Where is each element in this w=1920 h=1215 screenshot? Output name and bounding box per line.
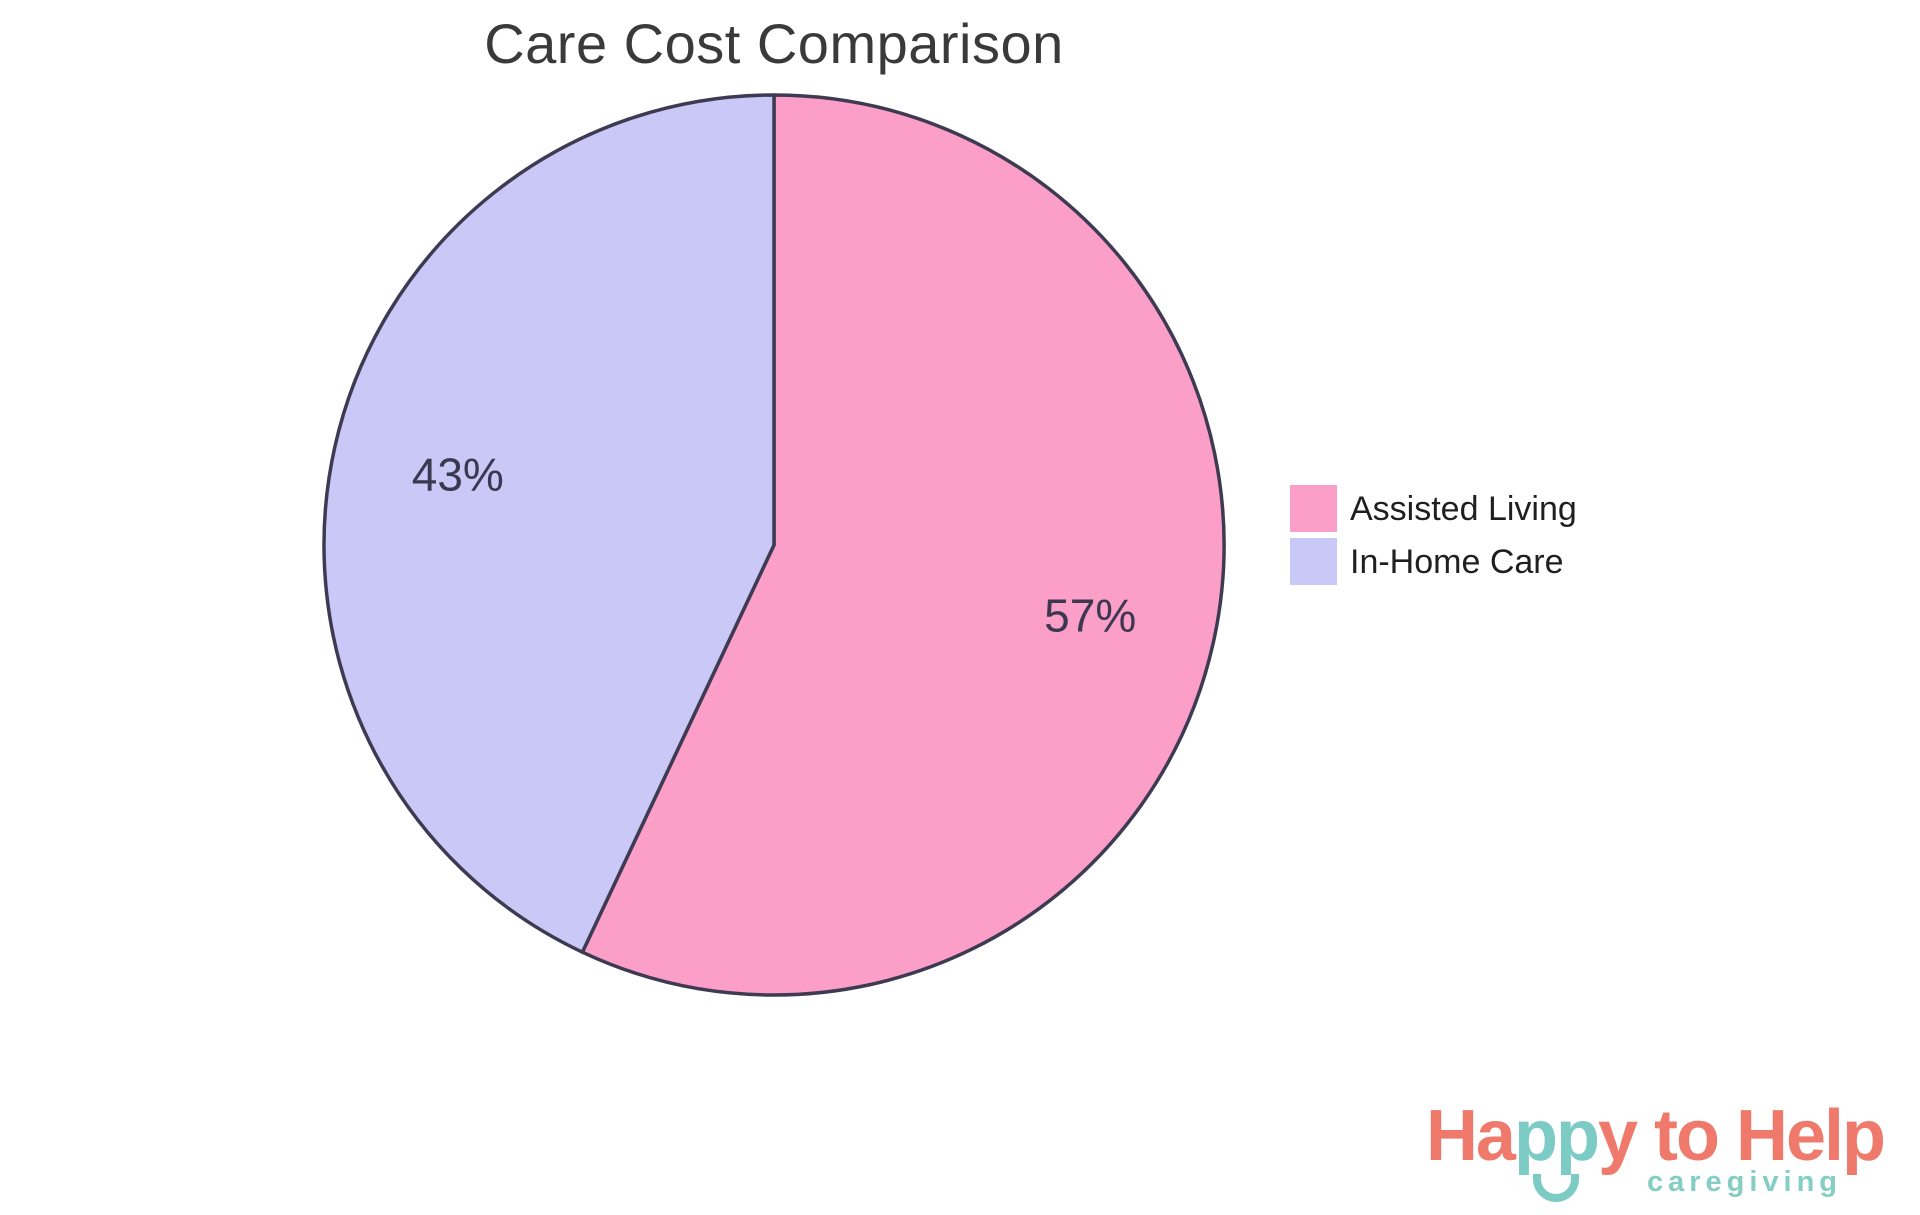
- chart-title: Care Cost Comparison: [484, 12, 1064, 75]
- legend-item-in-home-care: In-Home Care: [1290, 538, 1577, 585]
- logo-tagline: caregiving: [1646, 1166, 1842, 1198]
- legend: Assisted Living In-Home Care: [1290, 485, 1577, 591]
- slice-percentage-label: 57%: [1044, 590, 1136, 642]
- legend-label-assisted-living: Assisted Living: [1350, 489, 1577, 528]
- pie-slice-assisted-living: [580, 93, 1226, 997]
- logo-text-y: y: [1597, 1096, 1638, 1176]
- legend-item-assisted-living: Assisted Living: [1290, 485, 1577, 532]
- pie-chart: 57% 43%: [322, 93, 1226, 997]
- logo-wordmark: Happ y to Help: [1426, 1100, 1886, 1202]
- pie-slice-in-home-care: [322, 93, 776, 954]
- logo-text-pp: pp: [1513, 1096, 1600, 1176]
- smile-icon: [1532, 1174, 1579, 1202]
- logo-pp-wrap: pp: [1514, 1100, 1600, 1202]
- legend-swatch-in-home-care: [1290, 538, 1337, 585]
- legend-label-in-home-care: In-Home Care: [1350, 542, 1564, 581]
- slice-percentage-label: 43%: [412, 448, 504, 500]
- legend-swatch-assisted-living: [1290, 485, 1337, 532]
- logo-text-to-help: to Help: [1636, 1096, 1886, 1176]
- logo-text-ha: Ha: [1425, 1096, 1516, 1176]
- brand-logo: Happ y to Help caregiving: [1426, 1100, 1886, 1202]
